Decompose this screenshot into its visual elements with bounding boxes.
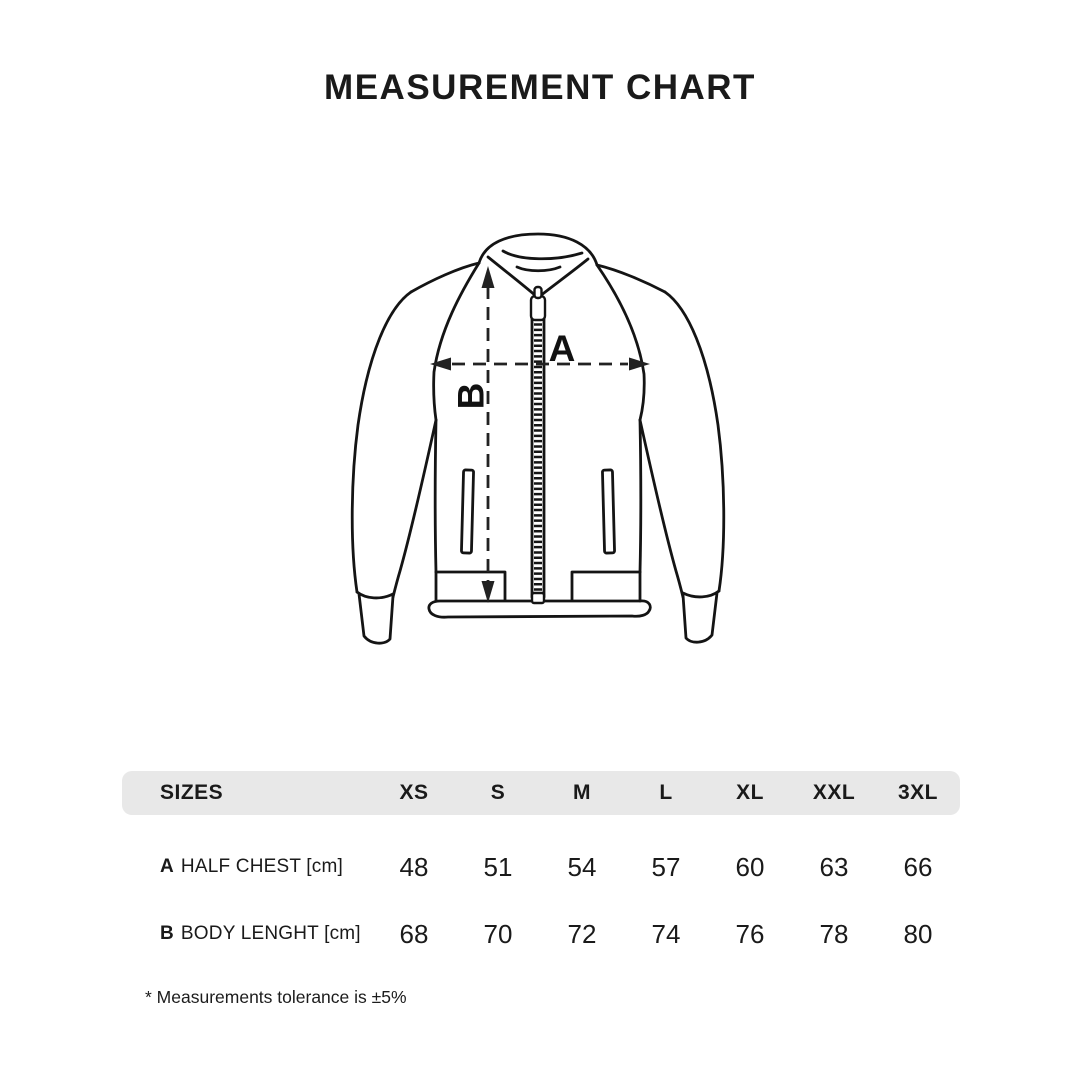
half-chest-m: 54 [567, 852, 597, 882]
size-col-l: L [659, 781, 673, 804]
size-col-m: M [573, 781, 591, 804]
sizes-header-label: SIZES [160, 781, 224, 804]
size-col-xl: XL [736, 781, 764, 804]
jacket-sleeve-right-outer [663, 290, 726, 593]
size-table-header-row: SIZES XS S M L XL XXL 3XL [122, 771, 960, 815]
row-text-half-chest: HALF CHEST [cm] [180, 856, 343, 877]
half-chest-l: 57 [651, 852, 681, 882]
measure-arrow-b: B [451, 266, 495, 603]
jacket-collar [477, 232, 599, 298]
table-row-body-length: B BODY LENGHT [cm] 68 70 72 74 76 78 80 [122, 918, 960, 950]
half-chest-3xl: 66 [903, 852, 933, 882]
jacket-side-right [638, 418, 643, 574]
jacket-pocket-right [601, 468, 616, 555]
row-text-body-length: BODY LENGHT [cm] [180, 923, 361, 944]
body-length-3xl: 80 [903, 919, 933, 949]
jacket-pocket-left [460, 468, 475, 555]
jacket-sleeve-left-outer [350, 290, 413, 594]
body-length-m: 72 [567, 919, 597, 949]
row-letter-b: B [160, 923, 174, 944]
jacket-cuff-right [681, 589, 721, 644]
jacket-cuff-left [355, 590, 395, 645]
jacket-sleeve-right-inner [638, 418, 685, 599]
row-label-half-chest: A HALF CHEST [cm] [122, 851, 372, 883]
page-title: MEASUREMENT CHART [324, 68, 756, 107]
jacket-raglan-seam-left [432, 261, 481, 422]
body-length-xl: 76 [735, 919, 765, 949]
size-col-xs: XS [399, 781, 429, 804]
size-col-s: S [490, 781, 506, 804]
jacket-zipper [529, 285, 547, 605]
size-table: SIZES XS S M L XL XXL 3XL A HALF CHEST [c… [122, 771, 960, 950]
measure-arrow-a: A [430, 328, 650, 371]
size-col-3xl: 3XL [897, 781, 938, 804]
jacket-sleeve-left-inner [391, 418, 438, 599]
table-row-half-chest: A HALF CHEST [cm] 48 51 54 57 60 63 66 [122, 851, 960, 883]
jacket-shoulder-left [409, 261, 481, 294]
measure-a-label: A [549, 328, 576, 369]
tolerance-footnote: * Measurements tolerance is ±5% [145, 987, 407, 1007]
half-chest-xs: 48 [399, 852, 429, 882]
measure-b-label: B [451, 383, 492, 410]
row-label-body-length: B BODY LENGHT [cm] [122, 918, 372, 950]
body-length-l: 74 [651, 919, 681, 949]
body-length-xs: 68 [399, 919, 429, 949]
jacket-shoulder-right [595, 263, 667, 294]
body-length-xxl: 78 [819, 919, 849, 949]
jacket-hem-band [427, 570, 652, 619]
jacket-side-left [433, 418, 438, 574]
body-length-s: 70 [483, 919, 513, 949]
jacket-raglan-seam-right [595, 263, 646, 422]
size-col-xxl: XXL [812, 781, 856, 804]
row-letter-a: A [160, 856, 174, 877]
jacket-diagram: A B [350, 232, 726, 645]
half-chest-xl: 60 [735, 852, 765, 882]
half-chest-s: 51 [483, 852, 513, 882]
half-chest-xxl: 63 [819, 852, 849, 882]
